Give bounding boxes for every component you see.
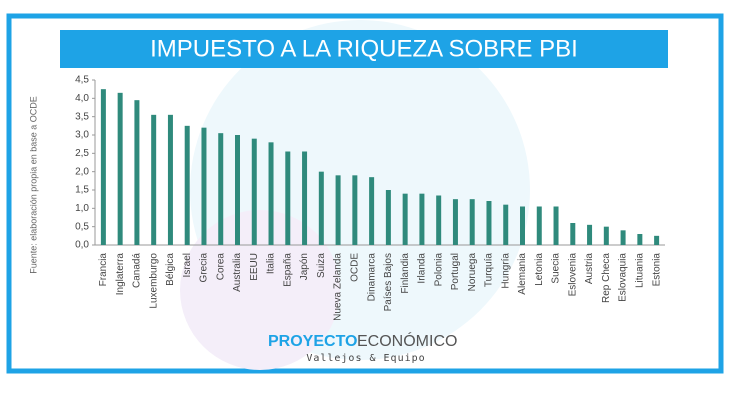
bar (251, 138, 257, 245)
x-tick-label: Alemania (517, 253, 528, 295)
x-tick-label: Finlandia (400, 253, 411, 294)
y-tick-label: 4,0 (75, 93, 89, 104)
bar (654, 235, 660, 245)
x-tick-label: Grecia (199, 253, 210, 283)
x-tick-label: Dinamarca (366, 253, 377, 302)
x-tick-label: Turquía (484, 253, 495, 288)
chart-title: IMPUESTO A LA RIQUEZA SOBRE PBI (150, 35, 578, 62)
bar (486, 201, 492, 245)
y-tick-label: 0,5 (75, 221, 89, 232)
bar (553, 206, 559, 245)
x-tick-label: Lituania (634, 253, 645, 288)
bar (369, 177, 375, 245)
x-tick-label: Australia (232, 253, 243, 292)
x-tick-label: Hungría (500, 253, 511, 289)
bar (587, 224, 593, 245)
y-tick-label: 0,0 (75, 240, 89, 251)
x-tick-label: Eslovaquia (618, 253, 629, 302)
bar (318, 171, 324, 245)
x-tick-label: Suecia (551, 253, 562, 284)
y-tick-label: 2,5 (75, 148, 89, 159)
x-tick-label: Países Bajos (383, 253, 394, 311)
x-tick-label: Canadá (132, 253, 143, 288)
bar (620, 230, 626, 245)
bar (436, 195, 442, 245)
bar (218, 133, 224, 245)
bar (268, 142, 274, 245)
bar (235, 135, 240, 245)
x-tick-label: EEUU (249, 253, 260, 281)
brand-name-b: ECONÓMICO (357, 331, 457, 350)
x-tick-label: Luxemburgo (148, 253, 159, 309)
bar (335, 175, 341, 245)
bar (100, 89, 106, 246)
bar (570, 223, 576, 245)
bar (167, 114, 173, 245)
x-tick-label: OCDE (349, 253, 360, 282)
x-tick-label: Noruega (467, 253, 478, 292)
x-tick-label: Estonia (651, 253, 662, 287)
x-tick-label: Italia (266, 253, 277, 275)
y-tick-label: 2,0 (75, 166, 89, 177)
bar (352, 175, 358, 245)
y-tick-label: 3,5 (75, 111, 89, 122)
bar (536, 206, 542, 245)
bar (385, 190, 391, 245)
x-tick-label: Francia (98, 253, 109, 287)
y-tick-label: 4,5 (75, 75, 89, 86)
x-tick-label: Bélgica (165, 253, 176, 286)
x-tick-label: Polonia (433, 253, 444, 287)
bar (637, 234, 643, 245)
bar (469, 199, 475, 245)
bar (402, 193, 408, 245)
bar (201, 127, 207, 245)
bar (285, 151, 291, 245)
y-tick-label: 3,0 (75, 130, 89, 141)
x-tick-label: Corea (215, 253, 226, 281)
source-note: Fuente: elaboración propia en base a OCD… (28, 96, 38, 274)
x-tick-label: Nueva Zelanda (333, 253, 344, 321)
watermark-2 (180, 210, 340, 370)
bar (603, 226, 609, 245)
bar (452, 199, 458, 245)
brand-name-a: PROYECTO (268, 333, 358, 350)
x-tick-label: Eslovenia (567, 253, 578, 297)
x-tick-label: Austria (584, 253, 595, 285)
x-tick-label: Letonia (534, 253, 545, 286)
bar (520, 206, 525, 245)
x-tick-label: Portugal (450, 253, 461, 290)
bar (419, 193, 425, 245)
title-banner (60, 30, 668, 68)
brand-tagline: Vallejos & Equipo (306, 353, 425, 364)
x-tick-label: Inglaterra (115, 253, 126, 296)
y-tick-label: 1,0 (75, 203, 89, 214)
x-tick-label: Suiza (316, 253, 327, 278)
bar (184, 125, 190, 245)
bar (134, 100, 140, 246)
x-tick-label: España (282, 253, 293, 287)
x-tick-label: Rep Checa (601, 253, 612, 303)
x-tick-label: Irlanda (417, 253, 428, 284)
bar (117, 92, 123, 245)
y-tick-label: 1,5 (75, 185, 89, 196)
bar (151, 114, 157, 245)
x-tick-label: Israel (182, 253, 193, 277)
x-tick-label: Japón (299, 253, 310, 280)
bar (302, 151, 308, 245)
bar (503, 204, 509, 245)
